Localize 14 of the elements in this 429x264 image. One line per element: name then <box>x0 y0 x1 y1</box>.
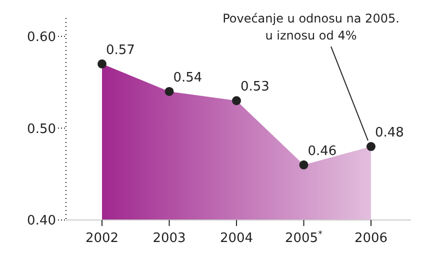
data-label: 0.53 <box>240 80 270 95</box>
y-tick-label: 0.40 <box>27 214 56 229</box>
data-label: 0.46 <box>308 144 337 159</box>
x-tick-label: 2006 <box>354 231 388 246</box>
y-tick-label: 0.60 <box>27 30 56 45</box>
data-label: 0.57 <box>106 42 135 58</box>
x-tick-label: 2004 <box>220 231 254 246</box>
x-tick-label: 2003 <box>152 231 186 246</box>
data-label: 0.54 <box>173 70 202 86</box>
data-label: 0.48 <box>375 126 404 141</box>
annotation: Povećanje u odnosu na 2005. u iznosu od 4% <box>222 12 400 43</box>
y-tick-label: 0.50 <box>27 122 56 137</box>
x-tick-label: 2002 <box>85 231 119 246</box>
x-tick-label: 2005$^{*}$ <box>284 230 324 246</box>
